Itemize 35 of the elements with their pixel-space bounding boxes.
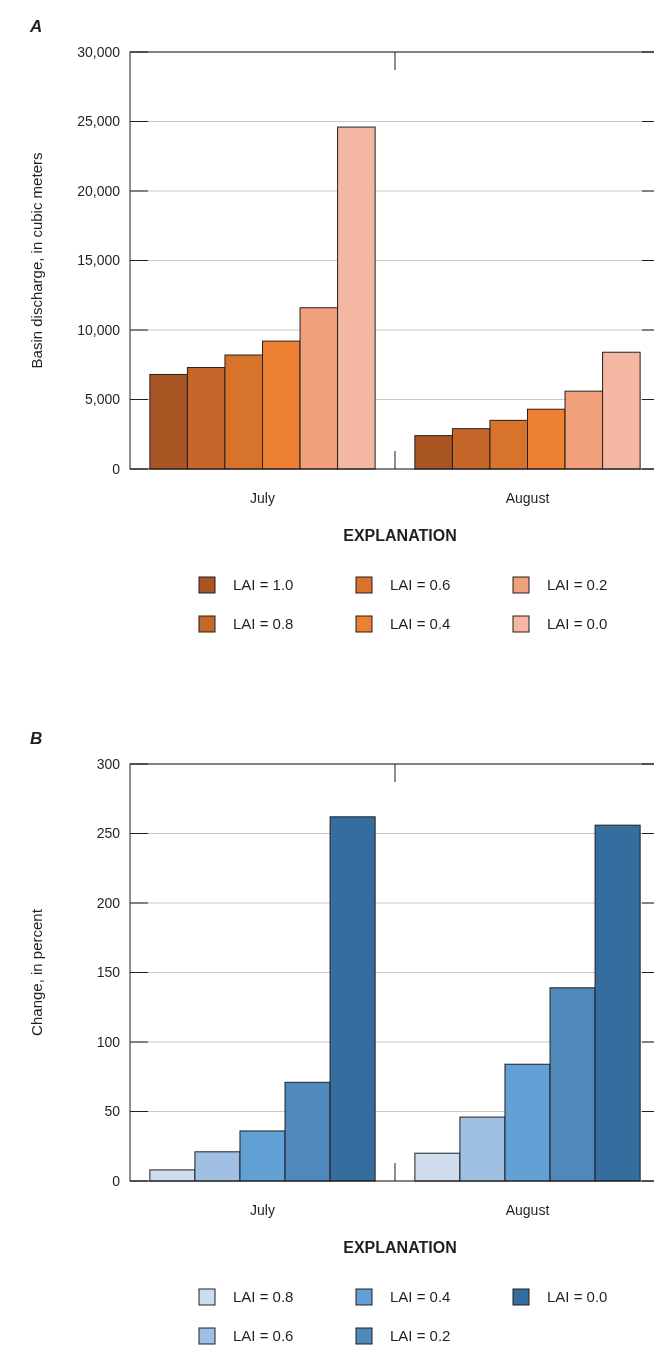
legend-label: LAI = 0.6 [390,576,451,594]
y-tick-label: 10,000 [77,321,121,338]
chart-title: B [30,729,43,748]
x-tick-label: July [250,1202,275,1218]
y-tick-label: 100 [96,1033,121,1050]
legend-label: LAI = 0.8 [233,1288,294,1306]
y-tick-label: 200 [96,894,121,911]
y-tick-label: 30,000 [77,43,121,60]
chart-title: A [29,17,43,36]
y-tick-label: 0 [112,460,121,477]
legend-title: EXPLANATION [343,527,457,544]
y-tick-label: 15,000 [77,252,121,269]
y-tick-label: 25,000 [77,113,121,130]
legend-label: LAI = 0.4 [390,1288,451,1306]
legend-label: LAI = 0.2 [547,576,608,594]
x-tick-label: August [505,1202,550,1218]
legend-label: LAI = 0.4 [390,615,451,633]
x-tick-label: August [505,490,550,506]
legend-label: LAI = 0.8 [233,615,294,633]
y-tick-label: 150 [96,964,121,981]
y-tick-label: 20,000 [77,182,121,199]
y-tick-label: 250 [96,825,121,842]
legend-title: EXPLANATION [343,1239,457,1256]
legend-label: LAI = 0.6 [233,1327,294,1345]
y-axis-title: Change, in percent [28,908,45,1036]
x-tick-label: July [250,490,275,506]
y-tick-label: 5,000 [84,391,121,408]
y-tick-label: 50 [104,1103,121,1120]
legend-label: LAI = 0.0 [547,1288,608,1306]
legend-label: LAI = 0.0 [547,615,608,633]
y-axis-title: Basin discharge, in cubic meters [28,152,45,369]
legend-label: LAI = 1.0 [233,576,294,594]
y-tick-label: 0 [112,1172,121,1189]
legend-label: LAI = 0.2 [390,1327,451,1345]
y-tick-label: 300 [96,755,121,772]
